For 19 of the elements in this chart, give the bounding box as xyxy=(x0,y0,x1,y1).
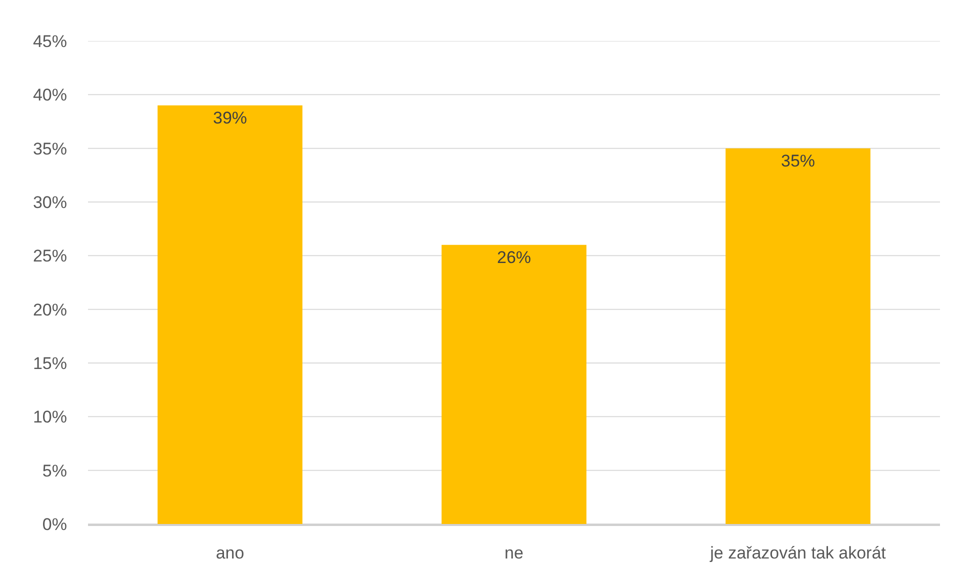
bar xyxy=(158,105,302,524)
bar xyxy=(442,244,586,524)
y-tick-label: 0% xyxy=(42,514,67,534)
y-tick-label: 45% xyxy=(32,32,67,51)
y-tick-label: 40% xyxy=(32,86,67,105)
x-tick-label: je zařazován tak akorát xyxy=(709,543,886,562)
y-tick-label: 5% xyxy=(42,461,67,480)
data-label: 26% xyxy=(496,248,532,267)
bar xyxy=(726,148,870,524)
y-tick-label: 35% xyxy=(32,139,67,158)
data-label: 39% xyxy=(212,108,248,128)
y-tick-label: 15% xyxy=(32,354,67,373)
y-tick-label: 10% xyxy=(32,408,67,427)
y-tick-label: 25% xyxy=(32,246,67,266)
y-tick-label: 30% xyxy=(32,192,67,212)
y-tick-label: 20% xyxy=(32,300,67,320)
x-tick-label: ne xyxy=(504,543,524,562)
x-tick-label: ano xyxy=(216,543,244,562)
data-label: 35% xyxy=(780,151,816,170)
